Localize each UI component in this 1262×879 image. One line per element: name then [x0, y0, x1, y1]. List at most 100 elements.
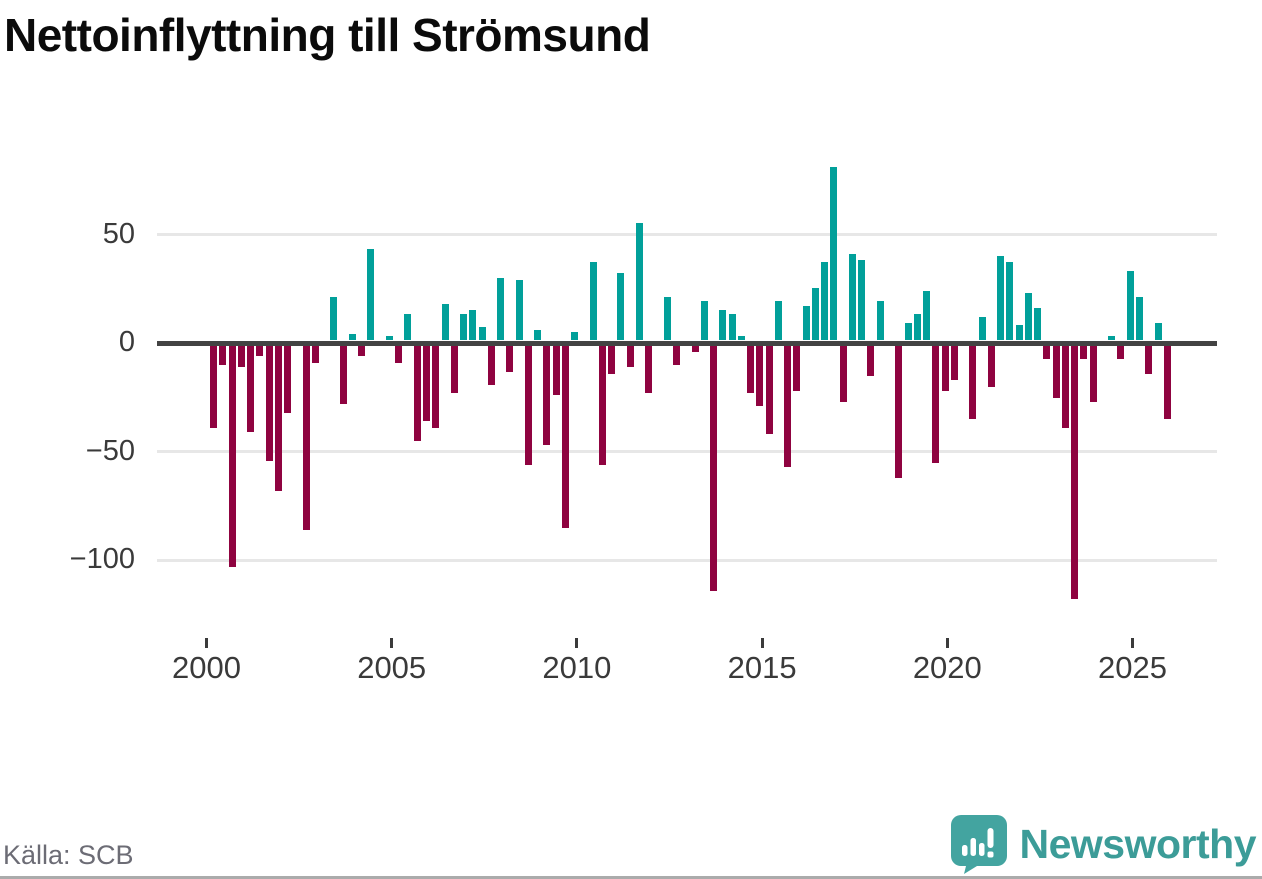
bar-2005Q2: [404, 314, 412, 341]
bar-2001Q4: [274, 345, 282, 491]
x-tick-2020: [945, 638, 949, 648]
bar-2009Q3: [561, 345, 569, 528]
plot-area: 2000 2005 2010 2015 2020 2025: [157, 150, 1217, 695]
bar-2012Q3: [673, 345, 680, 366]
x-tick-label-2010: 2010: [542, 650, 612, 685]
gridline-50: [157, 233, 1217, 236]
bar-2000Q1: [210, 345, 217, 428]
zero-axis-line: [157, 340, 1217, 346]
bar-2006Q4: [460, 314, 468, 341]
x-tick-2015: [760, 638, 764, 648]
bar-2007Q1: [469, 310, 477, 341]
bar-2014Q2: [737, 336, 745, 341]
bar-2013Q1: [691, 345, 699, 352]
bar-2020Q1: [950, 345, 958, 381]
bar-2021Q3: [1006, 262, 1014, 341]
bar-2011Q3: [635, 223, 643, 341]
x-tick-2025: [1131, 638, 1134, 648]
bar-2010Q3: [598, 345, 606, 465]
newsworthy-logo: Newsworthy: [950, 814, 1257, 874]
bar-2004Q2: [367, 249, 375, 341]
bar-2019Q2: [923, 290, 931, 341]
bar-2010Q2: [589, 262, 597, 341]
x-tick-label-2015: 2015: [727, 650, 797, 685]
bar-2015Q4: [793, 345, 801, 392]
x-tick-2000: [205, 638, 208, 648]
bar-2001Q2: [256, 345, 264, 357]
bar-2000Q4: [237, 345, 245, 368]
bar-2005Q3: [413, 345, 421, 441]
bar-2000Q2: [219, 345, 227, 366]
x-tick-label-2005: 2005: [357, 650, 427, 685]
bar-2008Q4: [534, 329, 542, 341]
bar-2015Q2: [774, 301, 782, 341]
chart-title: Nettoinflyttning till Strömsund: [4, 9, 651, 61]
bar-2012Q2: [663, 297, 671, 341]
bar-2003Q2: [330, 297, 338, 341]
bar-2009Q4: [571, 331, 579, 341]
bar-2025Q1: [1136, 297, 1143, 341]
bar-2006Q1: [432, 345, 440, 428]
bar-2022Q1: [1024, 292, 1032, 341]
bar-2023Q3: [1080, 345, 1088, 359]
newsworthy-speech-bubble-chart-icon: [950, 815, 1007, 874]
bar-2024Q2: [1108, 336, 1116, 341]
bar-2004Q4: [385, 336, 393, 341]
bar-2022Q2: [1034, 307, 1042, 341]
bar-2015Q3: [784, 345, 792, 468]
bar-2004Q1: [358, 345, 366, 357]
bar-2019Q1: [913, 314, 921, 341]
bar-2001Q1: [247, 345, 255, 433]
bar-2025Q2: [1145, 345, 1153, 374]
bar-2018Q3: [895, 345, 903, 478]
bar-2025Q3: [1154, 323, 1162, 341]
bar-2006Q3: [450, 345, 458, 394]
bar-2015Q1: [765, 345, 773, 435]
bar-2002Q1: [284, 345, 292, 413]
bar-2021Q2: [997, 255, 1005, 341]
bar-2002Q4: [311, 345, 319, 363]
x-tick-label-2025: 2025: [1098, 650, 1167, 685]
bar-2013Q3: [710, 345, 718, 591]
bar-2022Q3: [1043, 345, 1051, 359]
bar-2003Q3: [339, 345, 347, 405]
bar-2011Q1: [617, 273, 625, 341]
bar-2017Q3: [858, 260, 866, 341]
bar-2017Q2: [848, 253, 856, 341]
bar-2000Q3: [228, 345, 236, 567]
bar-2024Q3: [1117, 345, 1125, 359]
bar-2016Q4: [830, 166, 838, 341]
bar-2008Q3: [524, 345, 532, 465]
bar-2006Q2: [441, 303, 449, 341]
bar-2025Q4: [1163, 345, 1171, 420]
x-tick-label-2020: 2020: [912, 650, 982, 685]
bar-2009Q1: [543, 345, 551, 446]
gridline--50: [157, 450, 1217, 453]
bar-2011Q2: [626, 345, 634, 368]
newsworthy-wordmark: Newsworthy: [1019, 820, 1257, 867]
bar-2007Q2: [478, 327, 486, 341]
bar-2019Q4: [941, 345, 949, 392]
x-tick-label-2000: 2000: [172, 650, 241, 685]
bar-2007Q4: [497, 277, 505, 341]
bar-2014Q4: [756, 345, 764, 407]
bar-2008Q1: [506, 345, 514, 372]
bar-2019Q3: [932, 345, 940, 463]
bar-2023Q4: [1089, 345, 1097, 402]
bar-2001Q3: [265, 345, 273, 461]
bar-2020Q4: [978, 316, 986, 341]
bar-2016Q1: [802, 305, 810, 341]
bar-2022Q4: [1052, 345, 1060, 398]
bar-2003Q4: [348, 333, 356, 341]
source-note: Källa: SCB: [3, 840, 134, 870]
bar-2016Q2: [811, 288, 819, 341]
bar-2017Q1: [839, 345, 847, 402]
bar-2018Q1: [876, 301, 884, 341]
bar-2009Q2: [552, 345, 560, 396]
y-tick-label--50: −50: [85, 434, 135, 467]
y-tick-label-50: 50: [102, 217, 135, 250]
bar-2021Q4: [1015, 325, 1023, 341]
bar-2010Q4: [608, 345, 616, 374]
bar-2017Q4: [867, 345, 875, 376]
